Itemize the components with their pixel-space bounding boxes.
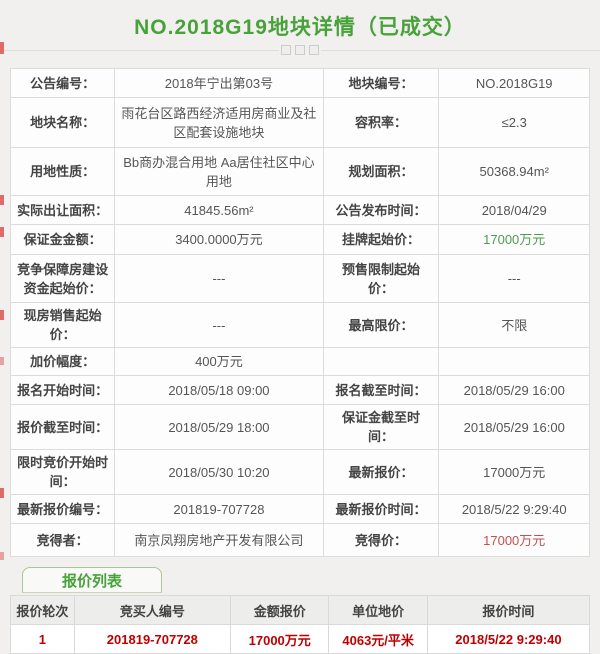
edge-artifact-mark [0, 42, 4, 54]
quote-row: 1 201819-707728 17000万元 4063元/平米 2018/5/… [10, 624, 591, 654]
detail-value: ≤2.3 [438, 97, 590, 148]
detail-value: 2018/05/18 09:00 [114, 375, 324, 405]
detail-label: 挂牌起始价： [322, 224, 440, 255]
detail-label: 保证金截至时间： [322, 404, 440, 450]
table-row: 限时竞价开始时间： 2018/05/30 10:20 最新报价： 17000万元 [9, 449, 590, 495]
edge-artifact-mark [0, 357, 4, 365]
quote-round: 1 [10, 624, 75, 654]
detail-value: 2018/5/22 9:29:40 [438, 494, 590, 524]
table-row: 报名开始时间： 2018/05/18 09:00 报名截至时间： 2018/05… [9, 375, 590, 405]
detail-value: 201819-707728 [114, 494, 324, 524]
detail-value: 3400.0000万元 [114, 224, 324, 255]
column-header: 报价轮次 [10, 595, 75, 625]
detail-value: --- [114, 302, 324, 348]
detail-label: 报名开始时间： [9, 375, 116, 405]
detail-label: 用地性质： [9, 147, 116, 196]
table-row: 竞争保障房建设资金起始价： --- 预售限制起始价： --- [9, 254, 590, 303]
table-row: 实际出让面积： 41845.56m² 公告发布时间： 2018/04/29 [9, 195, 590, 225]
tab-quote-list[interactable]: 报价列表 [22, 567, 162, 593]
detail-label: 容积率： [322, 97, 440, 148]
table-row: 最新报价编号： 201819-707728 最新报价时间： 2018/5/22 … [9, 494, 590, 524]
detail-label: 报价截至时间： [9, 404, 116, 450]
table-row: 加价幅度： 400万元 [9, 347, 590, 376]
detail-label: 最新报价编号： [9, 494, 116, 524]
parcel-detail-section: 公告编号： 2018年宁出第03号 地块编号： NO.2018G19 地块名称：… [9, 68, 590, 557]
detail-label: 竞争保障房建设资金起始价： [9, 254, 116, 303]
divider-line [0, 49, 279, 51]
detail-value: 不限 [438, 302, 590, 348]
table-row: 地块名称： 雨花台区路西经济适用房商业及社区配套设施地块 容积率： ≤2.3 [9, 97, 590, 148]
detail-value: 2018年宁出第03号 [114, 68, 324, 98]
detail-value: 2018/04/29 [438, 195, 590, 225]
page-title: NO.2018G19地块详情（已成交） [134, 16, 466, 39]
detail-label: 最新报价时间： [322, 494, 440, 524]
detail-value: 41845.56m² [114, 195, 324, 225]
edge-artifact-mark [0, 552, 4, 560]
detail-value-listing-start-price: 17000万元 [438, 224, 590, 255]
detail-value: 2018/05/30 10:20 [114, 449, 324, 495]
table-row: 报价截至时间： 2018/05/29 18:00 保证金截至时间： 2018/0… [9, 404, 590, 450]
detail-label: 竞得价： [322, 523, 440, 557]
detail-label: 公告发布时间： [322, 195, 440, 225]
quote-list-table: 报价轮次 竞买人编号 金额报价 单位地价 报价时间 1 201819-70772… [10, 595, 591, 654]
detail-label: 地块名称： [9, 97, 116, 148]
table-row: 公告编号： 2018年宁出第03号 地块编号： NO.2018G19 [9, 68, 590, 98]
divider-square-icon [295, 45, 305, 55]
detail-value-deal-price: 17000万元 [438, 523, 590, 557]
quote-time: 2018/5/22 9:29:40 [426, 624, 591, 654]
divider-line [321, 49, 600, 51]
column-header: 报价时间 [426, 595, 591, 625]
detail-label [322, 347, 440, 376]
detail-value: 50368.94m² [438, 147, 590, 196]
detail-label: 保证金金额： [9, 224, 116, 255]
detail-label: 规划面积： [322, 147, 440, 196]
quote-bidder-number: 201819-707728 [73, 624, 232, 654]
section-divider [0, 45, 600, 55]
detail-label: 实际出让面积： [9, 195, 116, 225]
detail-label: 现房销售起始价： [9, 302, 116, 348]
parcel-detail-table: 公告编号： 2018年宁出第03号 地块编号： NO.2018G19 地块名称：… [9, 68, 590, 557]
detail-value: 17000万元 [438, 449, 590, 495]
detail-label: 公告编号： [9, 68, 116, 98]
detail-label: 报名截至时间： [322, 375, 440, 405]
column-header: 单位地价 [328, 595, 428, 625]
detail-label: 竞得者： [9, 523, 116, 557]
quote-header-row: 报价轮次 竞买人编号 金额报价 单位地价 报价时间 [10, 595, 591, 625]
detail-label: 最高限价： [322, 302, 440, 348]
quote-unit-price: 4063元/平米 [328, 624, 428, 654]
table-row: 竞得者： 南京凤翔房地产开发有限公司 竞得价： 17000万元 [9, 523, 590, 557]
detail-value: 2018/05/29 16:00 [438, 404, 590, 450]
detail-value: 雨花台区路西经济适用房商业及社区配套设施地块 [114, 97, 324, 148]
detail-value: --- [114, 254, 324, 303]
detail-value-winner: 南京凤翔房地产开发有限公司 [114, 523, 324, 557]
table-row: 用地性质： Bb商办混合用地 Aa居住社区中心用地 规划面积： 50368.94… [9, 147, 590, 196]
column-header: 金额报价 [230, 595, 330, 625]
detail-value: 2018/05/29 18:00 [114, 404, 324, 450]
detail-value: NO.2018G19 [438, 68, 590, 98]
detail-value [438, 347, 590, 376]
divider-square-icon [281, 45, 291, 55]
detail-label: 限时竞价开始时间： [9, 449, 116, 495]
quote-amount: 17000万元 [230, 624, 330, 654]
detail-value: 400万元 [114, 347, 324, 376]
edge-artifact-mark [0, 195, 4, 205]
detail-label: 最新报价： [322, 449, 440, 495]
table-row: 现房销售起始价： --- 最高限价： 不限 [9, 302, 590, 348]
detail-label: 预售限制起始价： [322, 254, 440, 303]
detail-value: 2018/05/29 16:00 [438, 375, 590, 405]
edge-artifact-mark [0, 227, 4, 237]
detail-label: 加价幅度： [9, 347, 116, 376]
edge-artifact-mark [0, 310, 4, 320]
divider-square-icon [309, 45, 319, 55]
detail-label: 地块编号： [322, 68, 440, 98]
column-header: 竞买人编号 [73, 595, 232, 625]
table-row: 保证金金额： 3400.0000万元 挂牌起始价： 17000万元 [9, 224, 590, 255]
detail-value: --- [438, 254, 590, 303]
edge-artifact-mark [0, 488, 4, 498]
land-parcel-detail-page: { "page": { "title": "NO.2018G19地块详情（已成交… [0, 16, 600, 654]
detail-value: Bb商办混合用地 Aa居住社区中心用地 [114, 147, 324, 196]
